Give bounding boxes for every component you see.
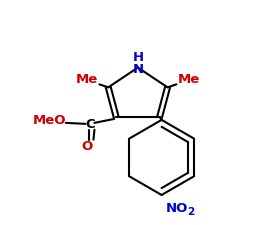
Text: O: O — [81, 140, 92, 153]
Text: C: C — [86, 118, 95, 131]
Text: Me: Me — [75, 73, 98, 86]
Text: Me: Me — [178, 73, 200, 86]
Text: MeO: MeO — [32, 114, 66, 127]
Text: H: H — [132, 51, 143, 64]
Text: N: N — [132, 63, 143, 76]
Text: NO: NO — [166, 202, 189, 215]
Text: 2: 2 — [188, 207, 195, 217]
